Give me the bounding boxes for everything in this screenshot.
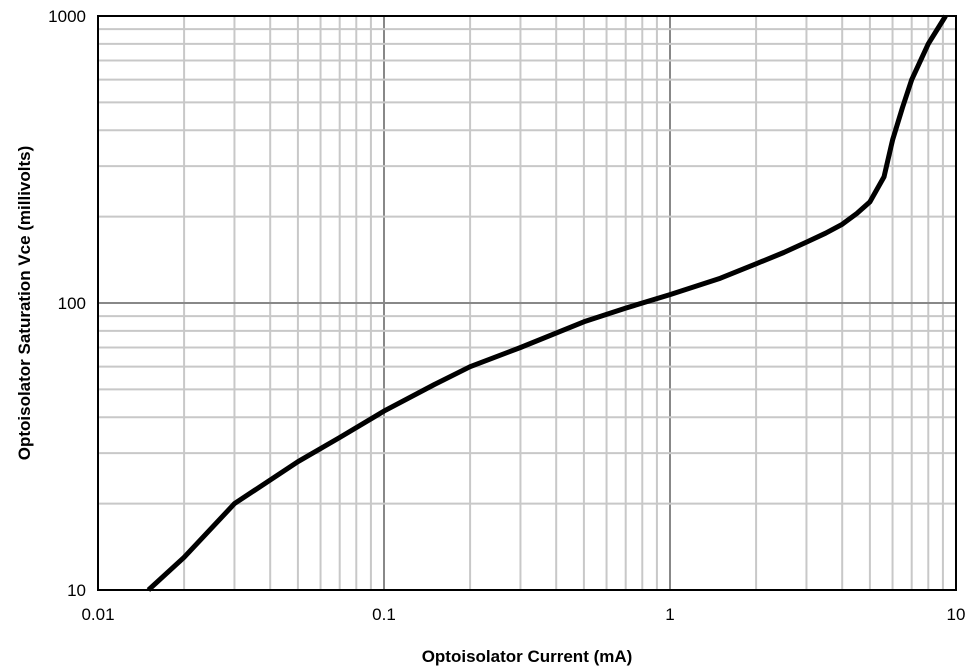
x-tick-label: 10	[947, 605, 966, 624]
y-tick-labels: 10 100 1000	[48, 7, 86, 600]
y-tick-label: 1000	[48, 7, 86, 26]
data-layer	[146, 14, 948, 592]
x-axis-title: Optoisolator Current (mA)	[422, 647, 633, 666]
x-tick-labels: 0.01 0.1 1 10	[81, 605, 965, 624]
y-tick-label: 100	[58, 294, 86, 313]
series-line-0	[146, 14, 948, 592]
y-axis-title: Optoisolator Saturation Vce (millivolts)	[15, 146, 34, 461]
x-tick-label: 0.1	[372, 605, 396, 624]
x-tick-label: 1	[665, 605, 674, 624]
x-tick-label: 0.01	[81, 605, 114, 624]
grid-layer	[97, 15, 957, 591]
y-tick-label: 10	[67, 581, 86, 600]
plot-frame	[97, 15, 957, 591]
